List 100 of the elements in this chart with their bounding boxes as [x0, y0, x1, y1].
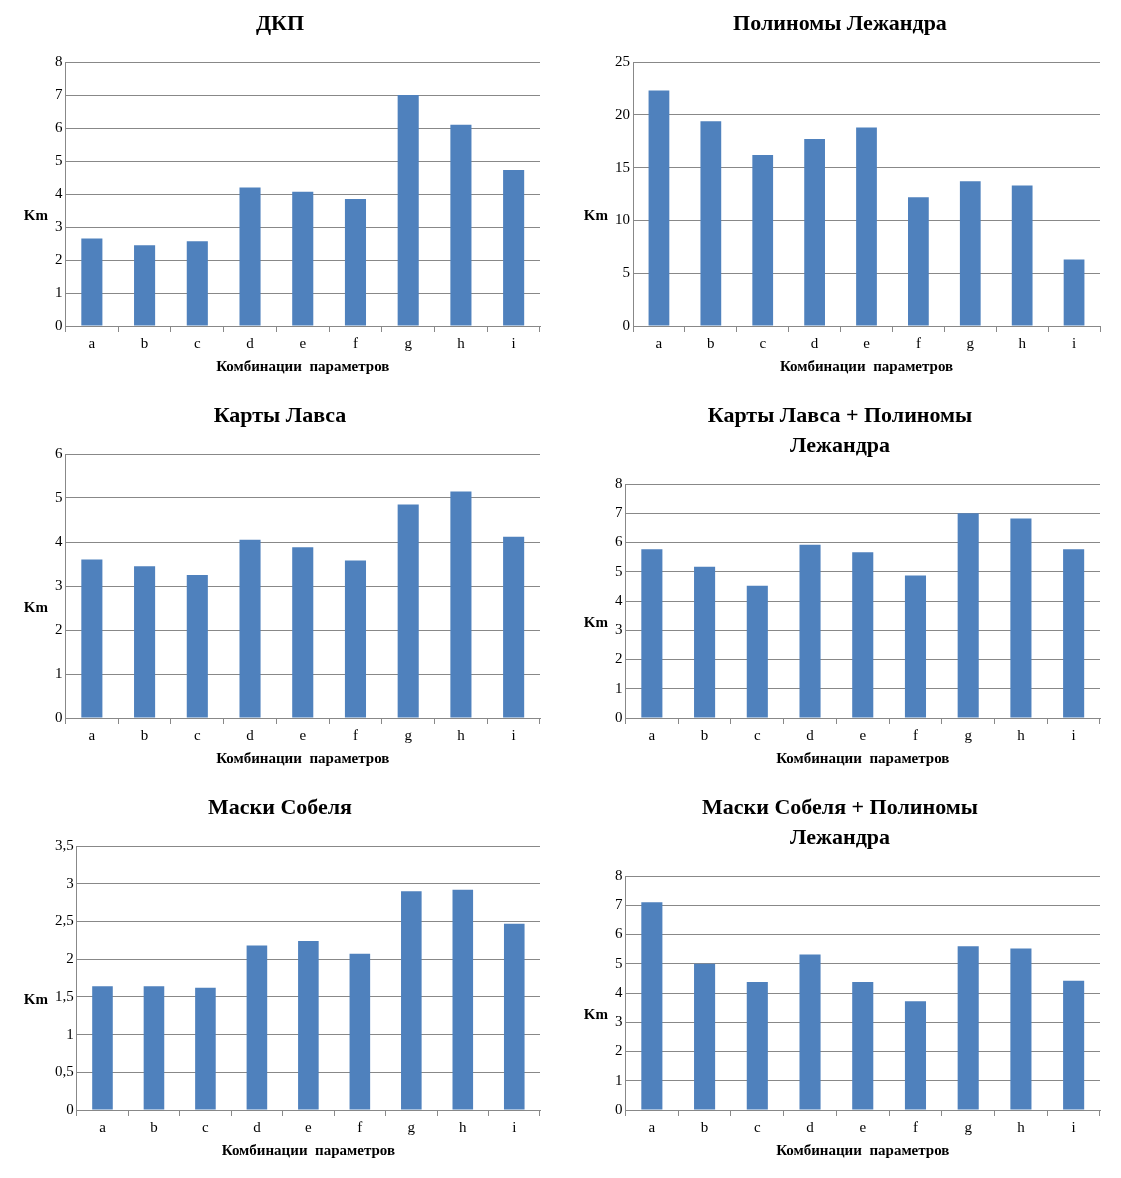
x-tick-label: f [352, 334, 358, 351]
bar [641, 549, 663, 718]
x-tick-label: h [457, 726, 466, 743]
y-tick-label: 2 [615, 650, 623, 667]
bar [503, 923, 525, 1110]
bar [1010, 948, 1032, 1110]
bar [292, 547, 314, 718]
x-tick-label: i [511, 726, 516, 743]
y-tick-label: 5 [615, 954, 623, 971]
y-axis-title: Km [22, 598, 49, 616]
y-tick-label: 5 [55, 151, 63, 168]
x-tick-label: a [648, 1118, 656, 1135]
bar [804, 139, 825, 326]
x-tick-label: b [140, 726, 149, 743]
x-tick-label: e [859, 726, 867, 743]
x-tick-label: h [1017, 726, 1026, 743]
bar [246, 945, 268, 1110]
bar [1010, 518, 1032, 718]
x-tick-label: f [912, 1118, 918, 1135]
y-tick-label: 8 [55, 52, 63, 69]
x-axis-title: Комбинации параметров [216, 357, 390, 374]
y-tick-label: 2,5 [55, 912, 74, 929]
bar [694, 566, 716, 718]
y-tick-label: 2 [55, 620, 63, 637]
x-tick-label: f [912, 726, 918, 743]
y-axis-title: Km [22, 206, 49, 224]
y-tick-label: 0 [55, 708, 63, 725]
y-tick-label: 3 [55, 576, 63, 593]
bar [648, 90, 670, 326]
x-axis-title: Комбинации параметров [776, 749, 950, 766]
x-axis-title: Комбинации параметров [776, 1141, 950, 1158]
bar [239, 539, 261, 718]
bar [186, 575, 208, 718]
x-tick-label: h [1017, 1118, 1026, 1135]
y-axis-title: Km [22, 990, 49, 1008]
x-tick-label: e [299, 726, 307, 743]
y-tick-label: 5 [622, 264, 630, 281]
bar [397, 504, 419, 718]
x-tick-label: i [1071, 334, 1077, 351]
chart-title: Маски Собеля [208, 793, 352, 821]
y-tick-label: 0 [615, 708, 623, 725]
x-tick-label: d [246, 726, 255, 743]
bar [959, 181, 981, 326]
bar [450, 124, 472, 326]
y-tick-label: 1 [55, 664, 63, 681]
bar [134, 245, 156, 326]
x-tick-label: h [1018, 334, 1027, 351]
x-tick-label: i [1071, 1118, 1076, 1135]
y-tick-label: 4 [615, 591, 623, 608]
bar [143, 986, 165, 1110]
y-axis-title: Km [582, 613, 609, 631]
bar [186, 241, 208, 326]
bar [344, 198, 367, 326]
y-tick-label: 0 [66, 1100, 74, 1117]
bar [799, 954, 821, 1110]
bar [292, 191, 314, 326]
bar [92, 986, 113, 1110]
x-tick-label: f [915, 334, 921, 351]
bar [746, 585, 768, 718]
bar [195, 987, 216, 1110]
x-tick-label: f [352, 726, 358, 743]
y-tick-label: 20 [615, 105, 630, 122]
y-tick-label: 8 [615, 866, 623, 883]
chart-title: Полиномы Лежандра [733, 9, 947, 37]
x-tick-label: b [140, 334, 149, 351]
y-tick-label: 4 [55, 532, 63, 549]
x-tick-label: g [404, 726, 413, 743]
chart-title: Маски Собеля + Полиномы Лежандра [701, 793, 979, 851]
y-tick-label: 5 [55, 488, 63, 505]
bar [904, 1001, 927, 1110]
chart-title: Карты Лавса + Полиномы Лежандра [706, 401, 974, 459]
y-tick-label: 4 [55, 184, 63, 201]
x-tick-label: c [759, 334, 767, 351]
x-tick-label: d [253, 1118, 262, 1135]
bar [134, 566, 156, 718]
bar [503, 169, 525, 326]
x-tick-label: d [806, 1118, 815, 1135]
x-axis-title: Комбинации параметров [779, 357, 954, 374]
bar [452, 889, 474, 1110]
y-tick-label: 25 [615, 52, 630, 69]
y-tick-label: 7 [55, 85, 63, 102]
y-tick-label: 8 [615, 474, 623, 491]
bar [450, 491, 472, 718]
x-axis-title: Комбинации параметров [216, 749, 390, 766]
y-tick-label: 1 [615, 1071, 623, 1088]
bar [856, 127, 877, 326]
y-tick-label: 2 [55, 250, 63, 267]
y-tick-label: 7 [615, 896, 623, 913]
y-tick-label: 3 [615, 621, 623, 638]
bar [852, 981, 874, 1110]
x-tick-label: a [88, 726, 96, 743]
y-tick-label: 4 [615, 983, 623, 1000]
chart-title: Карты Лавса [213, 401, 347, 429]
x-tick-label: i [1071, 726, 1076, 743]
x-tick-label: i [512, 1118, 517, 1135]
y-tick-label: 0,5 [55, 1063, 74, 1080]
bar [1063, 259, 1085, 326]
bar [397, 95, 419, 326]
bar [81, 238, 103, 326]
y-tick-label: 10 [615, 211, 630, 228]
